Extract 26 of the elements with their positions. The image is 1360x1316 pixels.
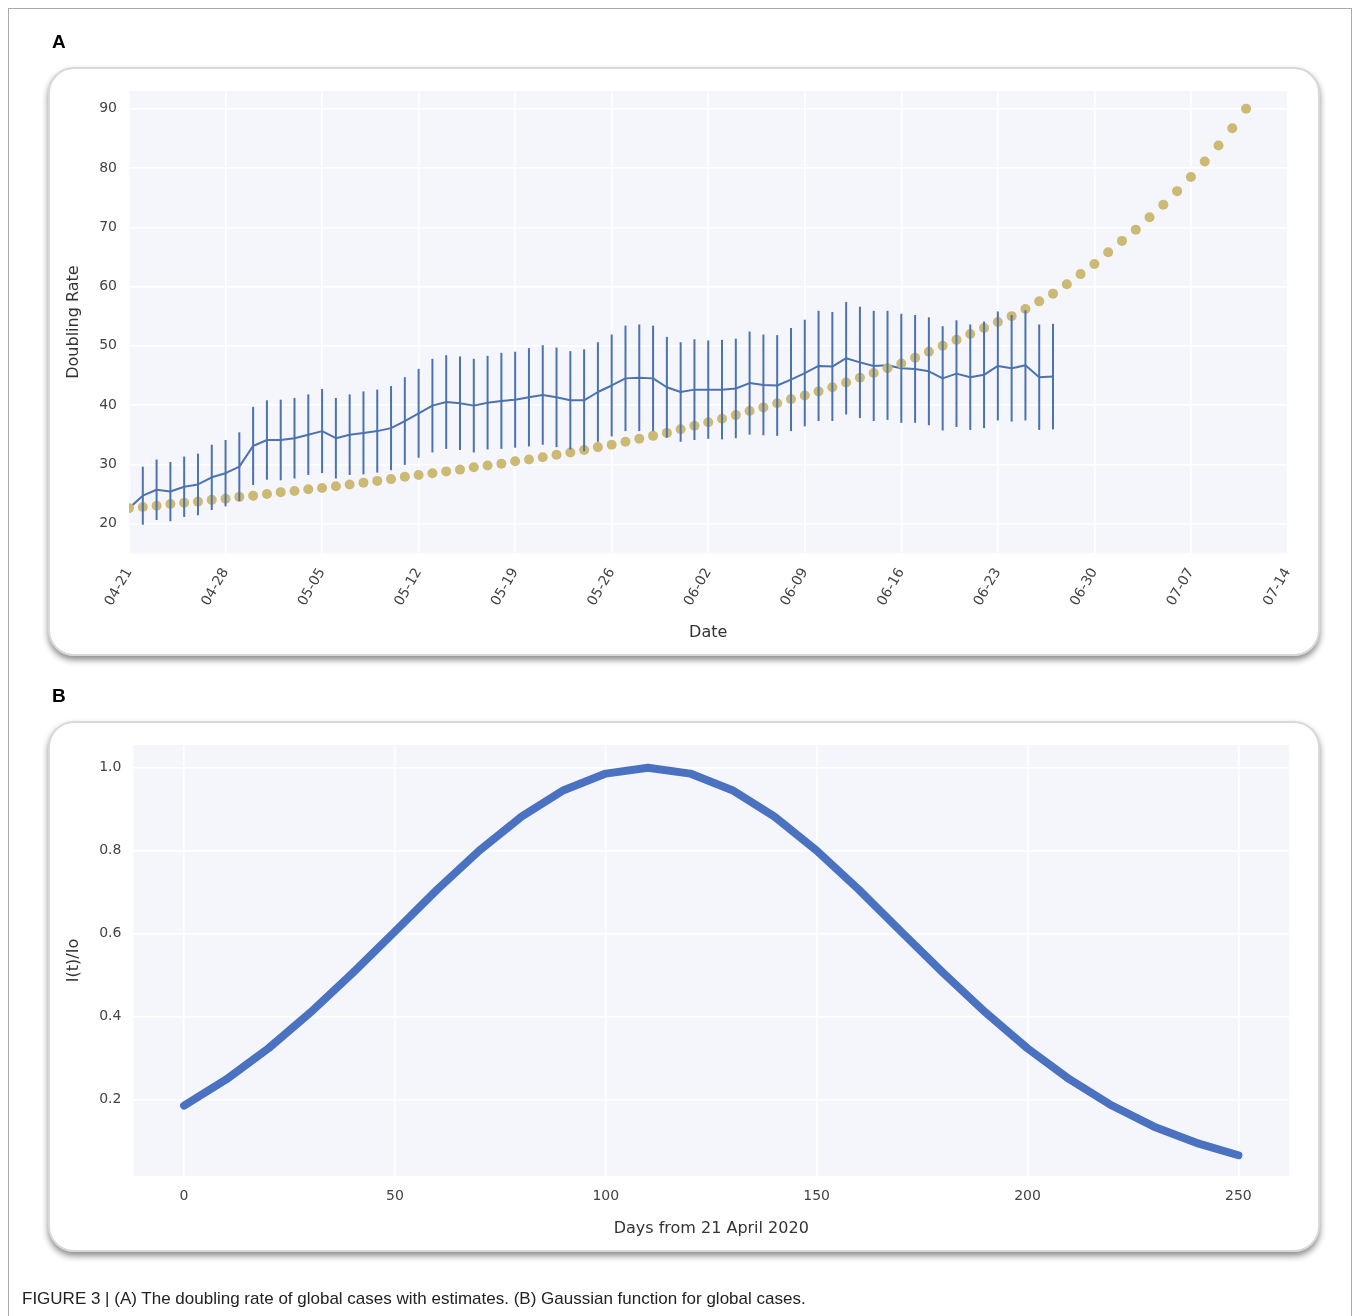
y-tick-label: 0.8 — [99, 841, 122, 858]
x-axis-title: Days from 21 April 2020 — [613, 1217, 809, 1237]
y-tick-label: 50 — [99, 336, 118, 353]
y-tick-label: 0.2 — [99, 1089, 122, 1106]
y-tick-label: 20 — [99, 514, 118, 531]
x-tick-label: 150 — [803, 1187, 831, 1204]
y-tick-label: 70 — [99, 217, 118, 234]
y-tick-label: 40 — [99, 395, 118, 412]
y-axis-title: I(t)/Io — [62, 938, 82, 983]
chart-title: A — [52, 31, 66, 53]
x-tick-label: 0 — [179, 1187, 189, 1204]
y-tick-label: 80 — [99, 158, 118, 175]
y-tick-label: 0.6 — [99, 924, 122, 941]
y-tick-label: 90 — [99, 99, 118, 116]
x-tick-label: 200 — [1014, 1187, 1041, 1204]
x-tick-label: 250 — [1225, 1187, 1252, 1204]
x-axis-title: Date — [689, 621, 728, 641]
y-axis-title: Doubling Rate — [62, 265, 82, 379]
x-tick-label: 50 — [386, 1187, 404, 1204]
y-tick-label: 0.4 — [99, 1007, 122, 1024]
x-tick-label: 100 — [592, 1187, 620, 1204]
caption: FIGURE 3 | (A) The doubling rate of global cases with estimates. (B) Gaussian function for global cases. — [22, 1289, 806, 1309]
y-tick-label: 60 — [99, 277, 118, 294]
y-tick-label: 1.0 — [99, 758, 122, 775]
chart-title: B — [52, 685, 66, 707]
y-tick-label: 30 — [99, 454, 118, 471]
